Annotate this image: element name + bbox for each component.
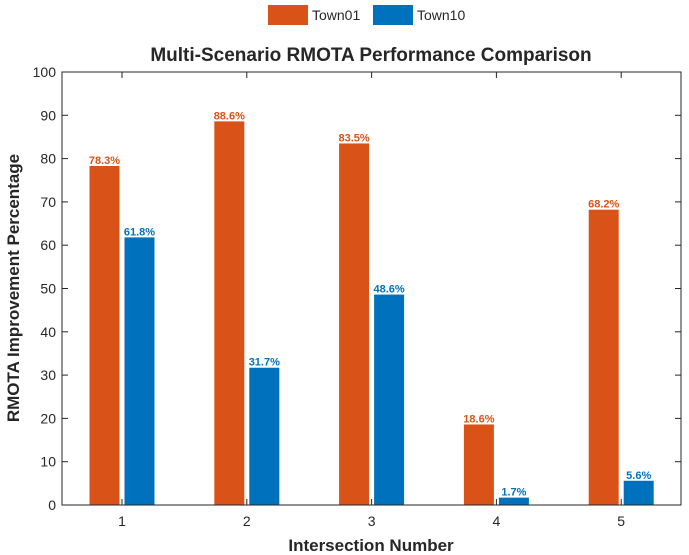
x-tick-label: 4 bbox=[493, 513, 501, 529]
x-tick-label: 1 bbox=[118, 513, 126, 529]
y-tick-label: 0 bbox=[48, 497, 56, 513]
bar-town10-5 bbox=[623, 480, 654, 505]
y-tick-label: 50 bbox=[40, 281, 56, 297]
bar-town10-4 bbox=[498, 497, 529, 505]
data-label-town10-5: 5.6% bbox=[626, 470, 651, 482]
bar-town10-1 bbox=[124, 237, 155, 505]
x-tick-label: 3 bbox=[368, 513, 376, 529]
y-tick-label: 40 bbox=[40, 324, 56, 340]
bar-town10-3 bbox=[374, 294, 405, 505]
y-tick-label: 60 bbox=[40, 237, 56, 253]
plot-area: 78.3%88.6%83.5%18.6%68.2%61.8%31.7%48.6%… bbox=[33, 64, 682, 529]
legend: Town01 Town10 bbox=[268, 5, 465, 25]
y-tick-label: 90 bbox=[40, 107, 56, 123]
y-tick-label: 70 bbox=[40, 194, 56, 210]
data-label-town10-4: 1.7% bbox=[501, 487, 526, 499]
chart-title: Multi-Scenario RMOTA Performance Compari… bbox=[150, 45, 591, 66]
x-axis-label: Intersection Number bbox=[288, 536, 454, 555]
bar-town01-4 bbox=[463, 424, 494, 505]
data-label-town01-5: 68.2% bbox=[588, 199, 619, 211]
y-tick-label: 30 bbox=[40, 367, 56, 383]
bar-town01-1 bbox=[89, 165, 120, 505]
bar-town01-3 bbox=[339, 143, 370, 505]
x-tick-label: 5 bbox=[617, 513, 625, 529]
data-label-town01-3: 83.5% bbox=[338, 132, 369, 144]
bar-town01-5 bbox=[588, 209, 619, 505]
legend-swatch-town10 bbox=[373, 5, 413, 25]
y-tick-label: 20 bbox=[40, 410, 56, 426]
bar-town10-2 bbox=[249, 367, 280, 505]
legend-swatch-town01 bbox=[268, 5, 308, 25]
data-label-town10-1: 61.8% bbox=[124, 226, 155, 238]
y-tick-label: 10 bbox=[40, 454, 56, 470]
data-label-town10-3: 48.6% bbox=[373, 284, 404, 296]
axes-box bbox=[61, 71, 682, 506]
legend-label-town10: Town10 bbox=[417, 7, 465, 23]
data-label-town01-2: 88.6% bbox=[214, 110, 245, 122]
x-tick-label: 2 bbox=[243, 513, 251, 529]
y-tick-label: 100 bbox=[33, 64, 57, 80]
y-axis-label: RMOTA Improvement Percentage bbox=[4, 154, 23, 422]
bar-town01-2 bbox=[214, 121, 245, 505]
data-label-town01-4: 18.6% bbox=[463, 413, 494, 425]
data-label-town01-1: 78.3% bbox=[89, 155, 120, 167]
y-tick-label: 80 bbox=[40, 151, 56, 167]
data-label-town10-2: 31.7% bbox=[249, 357, 280, 369]
legend-label-town01: Town01 bbox=[312, 7, 360, 23]
